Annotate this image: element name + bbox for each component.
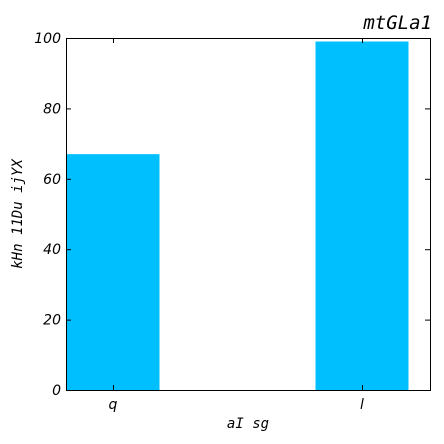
y-tick-label: 0 [52,383,61,399]
x-tick-label: q [109,397,118,413]
x-tick-label: l [360,397,364,413]
y-tick-label: 80 [43,101,61,117]
bar-q [66,154,160,390]
bars-group [66,41,409,391]
x-axis-label: aI sg [227,416,269,432]
y-tick-label: 40 [43,242,61,258]
y-axis-ticks: 0 20 40 60 80 100 [34,31,430,399]
y-axis-label: kHn 11Du ijYX [10,158,26,269]
y-tick-label: 20 [43,313,61,329]
bar-l [315,41,409,391]
y-tick-label: 100 [34,31,61,47]
chart-title: mtGLa1 [362,12,432,34]
y-tick-label: 60 [43,172,61,188]
plot-frame [66,38,431,391]
